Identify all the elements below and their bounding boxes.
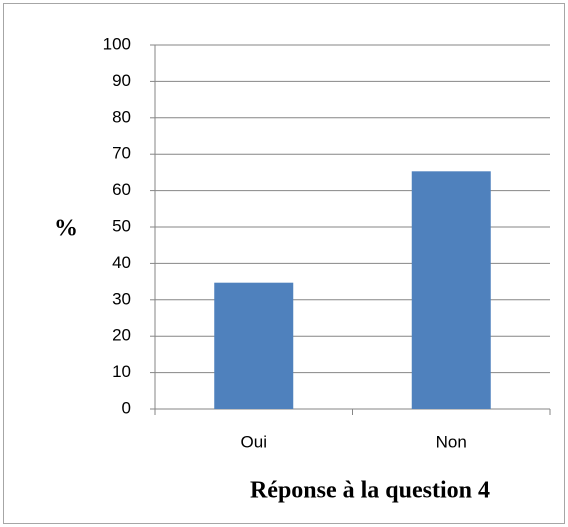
y-tick-label: 50	[112, 216, 131, 235]
y-tick-label: 100	[103, 34, 131, 53]
bar	[214, 282, 294, 409]
x-tick-label: Oui	[241, 432, 267, 451]
y-tick-label: 80	[112, 107, 131, 126]
y-tick-label: 30	[112, 289, 131, 308]
y-tick-label: 60	[112, 180, 131, 199]
y-tick-label: 20	[112, 326, 131, 345]
x-tick-label: Non	[436, 432, 467, 451]
x-axis-label: Réponse à la question 4	[250, 478, 490, 504]
y-tick-label: 90	[112, 71, 131, 90]
y-tick-label: 10	[112, 362, 131, 381]
y-axis-label: %	[54, 216, 78, 242]
bar	[411, 171, 491, 409]
y-tick-label: 40	[112, 253, 131, 272]
y-tick-label: 70	[112, 144, 131, 163]
y-tick-label: 0	[122, 398, 131, 417]
